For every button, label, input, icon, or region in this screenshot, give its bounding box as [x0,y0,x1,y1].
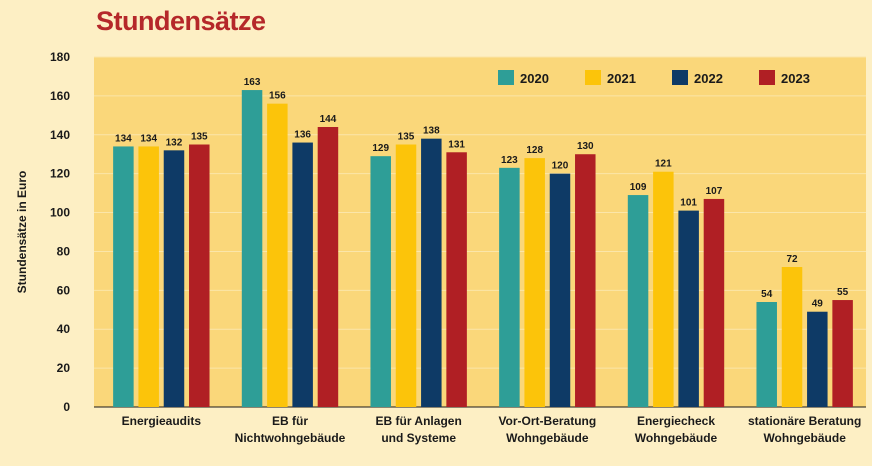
x-tick-label-line: Vor-Ort-Beratung [498,414,596,428]
legend-label: 2021 [607,71,636,86]
bar [627,195,649,407]
data-label: 49 [812,299,824,310]
x-tick-label-line: Wohngebäude [506,431,589,445]
x-tick-label-line: Wohngebäude [635,431,718,445]
data-label: 138 [423,126,440,137]
data-label: 129 [372,143,389,154]
data-label: 109 [630,182,647,193]
bar [421,138,442,407]
y-tick-label: 160 [50,89,70,103]
x-tick-label-line: Energieaudits [122,414,202,428]
legend-swatch [585,70,601,85]
y-tick-label: 20 [57,361,71,375]
data-label: 54 [761,289,773,300]
legend-label: 2020 [520,71,549,86]
legend-swatch [759,70,775,85]
x-tick-label-line: Nichtwohngebäude [235,431,346,445]
bar [499,167,520,407]
x-tick-label-line: stationäre Beratung [748,414,861,428]
x-tick-label: Energieaudits [122,414,202,428]
x-tick-label: EB für Anlagen und Systeme [376,414,462,445]
data-label: 134 [140,133,157,144]
bar [549,173,571,407]
data-label: 163 [244,77,261,88]
plot-area [94,57,866,407]
y-tick-label: 180 [50,50,70,64]
bar [138,146,159,407]
y-axis-label: Stundensätze in Euro [15,171,29,294]
data-label: 132 [166,137,183,148]
data-label: 120 [552,161,569,172]
bar [781,267,803,407]
x-tick-label-line: und Systeme [381,431,456,445]
x-tick-label-line: Energiecheck [637,414,715,428]
bar [678,210,699,407]
data-label: 72 [786,254,798,265]
x-tick-label: Vor-Ort-Beratung Wohngebäude [498,414,596,445]
bar [189,144,210,407]
bar [317,127,339,407]
data-label: 107 [706,186,723,197]
bar [163,150,185,408]
bar [292,142,313,408]
bar [267,103,288,408]
bar [395,144,417,407]
data-label: 136 [294,130,311,141]
data-label: 134 [115,133,132,144]
data-label: 130 [577,141,594,152]
x-tick-label: EB für Nichtwohngebäude [235,414,346,445]
bar [807,311,828,407]
y-tick-label: 100 [50,206,70,220]
data-label: 135 [191,132,208,143]
data-label: 123 [501,155,518,166]
y-tick-label: 60 [57,283,71,297]
bar [653,171,674,407]
y-tick-label: 0 [63,400,70,414]
data-label: 101 [680,198,697,209]
x-tick-label-line: EB für [272,414,308,428]
x-tick-label: stationäre Beratung Wohngebäude [748,414,861,445]
legend-label: 2022 [694,71,723,86]
y-tick-label: 80 [57,244,71,258]
bar [370,156,391,407]
bar [575,154,596,407]
data-label: 55 [837,287,849,298]
y-tick-label: 40 [57,322,71,336]
data-label: 121 [655,159,672,170]
bar [832,300,853,407]
bar [524,158,545,407]
y-tick-label: 120 [50,167,70,181]
legend-swatch [672,70,688,85]
x-tick-label-line: EB für Anlagen [376,414,462,428]
data-label: 144 [320,114,337,125]
bar [756,302,777,407]
data-label: 156 [269,91,286,102]
x-tick-label: Energiecheck Wohngebäude [635,414,718,445]
legend-swatch [498,70,514,85]
chart-title: Stundensätze [96,6,266,36]
bar [703,198,725,407]
bar [113,146,134,407]
bar [446,152,467,407]
y-tick-label: 140 [50,128,70,142]
legend-label: 2023 [781,71,810,86]
data-label: 135 [398,132,415,143]
data-label: 131 [448,139,465,150]
x-tick-label-line: Wohngebäude [763,431,846,445]
data-label: 128 [526,145,543,156]
bar [241,90,263,408]
